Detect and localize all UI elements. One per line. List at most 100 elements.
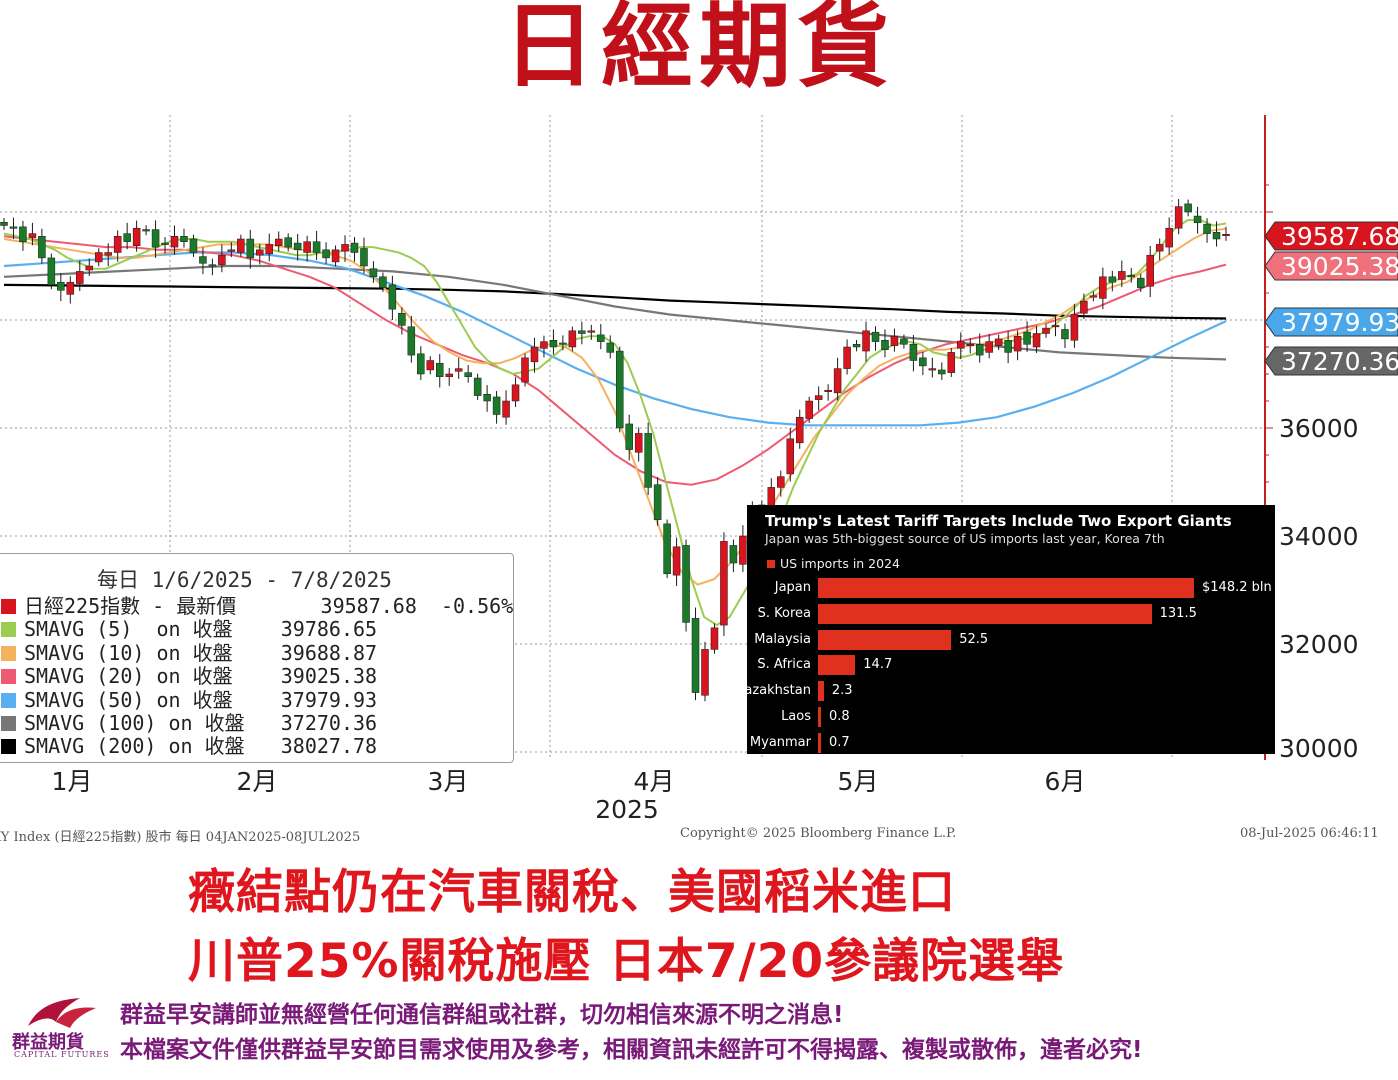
legend-label: SMAVG (5) on 收盤 — [24, 617, 269, 642]
chart-legend: 每日 1/6/2025 - 7/8/2025 日經225指數 - 最新價 395… — [0, 553, 514, 763]
candle-body — [85, 265, 94, 271]
ma-line-sma50 — [3, 251, 1227, 427]
candle-body — [1051, 325, 1060, 328]
inset-bar-value: 0.8 — [829, 709, 850, 724]
candle-body — [1070, 314, 1079, 341]
legend-row: SMAVG (50) on 收盤 37979.93 — [1, 684, 377, 712]
candle-body — [824, 389, 832, 392]
inset-bar — [818, 732, 821, 753]
candle-body — [985, 341, 993, 353]
candle-body — [1080, 300, 1088, 314]
candle-body — [691, 618, 700, 693]
inset-subtitle: Japan was 5th-biggest source of US impor… — [765, 531, 1165, 546]
legend-label: SMAVG (20) on 收盤 — [24, 664, 269, 689]
tariff-inset-chart: Trump's Latest Tariff Targets Include Tw… — [747, 505, 1275, 754]
candle-body — [369, 268, 378, 278]
candle-body — [1127, 275, 1136, 278]
legend-row: SMAVG (5) on 收盤 39786.65 — [1, 613, 377, 641]
candle-body — [104, 252, 112, 256]
candle-body — [720, 541, 728, 626]
inset-bar-label: Japan — [774, 580, 811, 595]
candle-body — [38, 236, 46, 259]
candle-body — [511, 384, 520, 402]
last-value-tag — [1264, 307, 1398, 337]
candle-body — [464, 372, 472, 377]
legend-row: SMAVG (100) on 收盤 37270.36 — [1, 707, 377, 735]
candle-body — [852, 344, 861, 348]
candle-body — [265, 244, 273, 255]
candle-body — [938, 369, 946, 375]
legend-swatch — [1, 669, 16, 685]
candle-body — [1193, 215, 1202, 224]
ma-line-sma200 — [3, 283, 1227, 320]
candle-body — [615, 350, 624, 429]
last-value-tag — [1264, 251, 1398, 281]
candle-body — [1146, 254, 1154, 287]
candle-body — [426, 360, 435, 371]
candle-body — [871, 331, 880, 342]
candle-body — [256, 249, 264, 256]
last-value-tag-label: 37270.36 — [1281, 347, 1398, 376]
candle-body — [710, 627, 719, 650]
candle-body — [350, 242, 359, 253]
candle-body — [199, 256, 207, 264]
candle-body — [1099, 276, 1107, 299]
price-tick-label: 30000 — [1279, 734, 1359, 763]
candle-body — [795, 416, 804, 444]
legend-value: 37270.36 — [268, 711, 378, 735]
legend-row: 日經225指數 - 最新價 39587.68 -0.56% — [1, 590, 513, 618]
legend-value: 39025.38 — [268, 664, 378, 689]
candle-body — [0, 222, 8, 226]
price-tick-label: 34000 — [1279, 522, 1359, 551]
legend-row: SMAVG (200) on 收盤 38027.78 — [1, 730, 377, 758]
disclaimer-1: 群益早安講師並無經營任何通信群組或社群，切勿相信來源不明之消息! — [120, 1002, 844, 1028]
candle-body — [994, 338, 1003, 346]
candle-body — [208, 264, 217, 267]
legend-value: 38027.78 — [268, 734, 378, 759]
candle-body — [530, 346, 539, 363]
candle-body — [19, 226, 27, 242]
chart-timestamp: 08-Jul-2025 06:46:11 — [1240, 826, 1379, 841]
disclaimer-2: 本檔案文件僅供群益早安節目需求使用及參考，相關資訊未經許可不得揭露、複製或散佈，… — [120, 1037, 1143, 1063]
candle-body — [436, 362, 444, 377]
candle-body — [663, 523, 671, 575]
inset-bar-label: Myanmar — [749, 734, 811, 750]
inset-bar-value: 52.5 — [959, 631, 989, 647]
inset-bar — [818, 681, 824, 702]
month-label: 2月 — [237, 767, 278, 796]
candle-body — [132, 227, 141, 246]
inset-bar-value: $148.2 bln — [1202, 580, 1272, 595]
legend-label: 日經225指數 - 最新價 — [24, 594, 309, 618]
candle-body — [786, 438, 794, 475]
moving-average-lines — [3, 219, 1227, 627]
legend-swatch — [1, 599, 16, 614]
candle-body — [928, 368, 937, 371]
candle-body — [483, 394, 491, 402]
page-title: 日經期貨 — [502, 0, 895, 100]
candle-body — [1118, 271, 1126, 280]
candle-body — [303, 241, 311, 253]
inset-bar-value: 131.5 — [1159, 605, 1197, 621]
legend-swatch — [1, 739, 16, 755]
inset-bar-value: 2.3 — [831, 683, 853, 699]
candle-body — [701, 649, 709, 696]
candle-body — [379, 276, 387, 288]
last-value-tag — [1264, 221, 1398, 251]
legend-label: SMAVG (10) on 收盤 — [24, 640, 269, 665]
ma-line-sma10 — [3, 227, 1227, 586]
candles — [0, 199, 1230, 702]
legend-label: SMAVG (200) on 收盤 — [24, 734, 269, 759]
candle-body — [682, 545, 690, 623]
price-tick-label: 32000 — [1279, 630, 1359, 659]
last-value-tag-label: 37979.93 — [1281, 308, 1398, 337]
candle-body — [1212, 232, 1221, 240]
candle-body — [331, 249, 340, 263]
ma-line-sma5 — [3, 219, 1227, 627]
legend-value: 39786.65 — [268, 617, 378, 642]
legend-label: SMAVG (50) on 收盤 — [24, 687, 269, 712]
candle-body — [66, 281, 75, 295]
month-label: 1月 — [52, 767, 93, 796]
candle-body — [142, 229, 150, 232]
candle-body — [957, 341, 965, 349]
